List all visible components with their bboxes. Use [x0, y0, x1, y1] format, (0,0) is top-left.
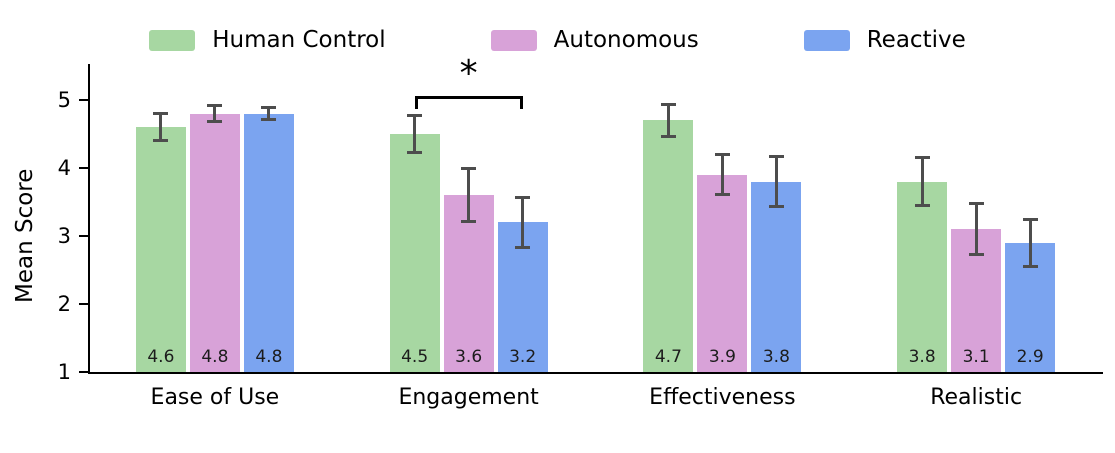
error-bar-line [267, 106, 271, 121]
legend-item-reactive: Reactive [803, 27, 966, 53]
bar-value-label: 3.1 [962, 347, 990, 367]
bar [243, 113, 294, 372]
significance-bracket-tick [414, 96, 418, 109]
x-tick-label: Effectiveness [649, 385, 796, 410]
y-tick-mark [79, 371, 88, 373]
error-bar-cap [153, 111, 169, 115]
x-axis-spine [88, 372, 1103, 374]
error-bar-line [467, 168, 471, 223]
error-bar-cap [914, 204, 930, 208]
error-bar-line [666, 104, 670, 137]
bar [897, 181, 948, 372]
bar-value-label: 4.5 [401, 347, 429, 367]
error-bar-cap [1022, 264, 1038, 268]
error-bar-cap [261, 118, 277, 122]
legend-label: Autonomous [553, 27, 699, 53]
chart-legend: Human Control Autonomous Reactive [0, 27, 1115, 53]
error-bar-cap [153, 139, 169, 143]
error-bar-cap [768, 204, 784, 208]
legend-swatch [149, 29, 196, 51]
legend-label: Human Control [212, 27, 386, 53]
error-bar-cap [407, 113, 423, 117]
y-tick-label: 2 [57, 292, 71, 316]
x-tick-label: Engagement [398, 385, 539, 410]
y-axis-spine [88, 64, 90, 374]
bar [189, 113, 240, 372]
y-axis-label: Mean Score [12, 168, 38, 304]
error-bar-cap [914, 156, 930, 160]
bar-value-label: 2.9 [1016, 347, 1044, 367]
error-bar-cap [714, 193, 730, 197]
error-bar-cap [207, 119, 223, 123]
y-tick-mark [79, 99, 88, 101]
error-bar-line [159, 112, 163, 142]
error-bar-line [720, 154, 724, 196]
significance-bracket-tick [519, 96, 523, 109]
bar [443, 195, 494, 372]
error-bar-cap [261, 105, 277, 109]
legend-swatch [490, 29, 537, 51]
error-bar-line [974, 203, 978, 256]
error-bar-cap [407, 151, 423, 155]
error-bar-cap [660, 134, 676, 138]
error-bar-cap [1022, 218, 1038, 221]
error-bar-cap [515, 195, 531, 199]
y-tick-label: 4 [57, 156, 71, 180]
error-bar-cap [968, 253, 984, 257]
bar [389, 134, 440, 372]
bar-value-label: 4.8 [201, 347, 229, 367]
bar-value-label: 4.7 [654, 347, 682, 367]
error-bar-cap [207, 104, 223, 108]
error-bar-cap [714, 153, 730, 157]
error-bar-line [413, 114, 417, 154]
error-bar-line [521, 196, 525, 249]
bar-value-label: 3.8 [762, 347, 790, 367]
y-tick-mark [79, 303, 88, 305]
error-bar-cap [461, 220, 477, 224]
bar-value-label: 4.8 [255, 347, 283, 367]
x-tick-label: Ease of Use [150, 385, 280, 410]
significance-asterisk: * [459, 53, 478, 94]
legend-item-human-control: Human Control [149, 27, 386, 53]
bar [697, 174, 748, 372]
bar-value-label: 3.9 [708, 347, 736, 367]
y-tick-label: 3 [57, 224, 71, 248]
error-bar-cap [660, 103, 676, 107]
bar [135, 127, 186, 372]
significance-bracket [414, 96, 523, 99]
bar-value-label: 3.8 [908, 347, 936, 367]
bar-value-label: 4.6 [147, 347, 175, 367]
y-tick-mark [79, 167, 88, 169]
error-bar-cap [461, 167, 477, 170]
error-bar-cap [968, 202, 984, 206]
bar [751, 181, 802, 372]
y-tick-label: 1 [57, 360, 71, 384]
bar-value-label: 3.2 [509, 347, 537, 367]
error-bar-line [1028, 219, 1032, 267]
error-bar-line [213, 105, 217, 122]
legend-swatch [803, 29, 850, 51]
x-tick-label: Realistic [930, 385, 1023, 410]
bar-value-label: 3.6 [455, 347, 483, 367]
bar [643, 120, 694, 372]
y-tick-mark [79, 235, 88, 237]
error-bar-cap [768, 155, 784, 159]
legend-label: Reactive [866, 27, 966, 53]
error-bar-line [920, 157, 924, 207]
y-tick-label: 5 [57, 88, 71, 112]
legend-item-autonomous: Autonomous [490, 27, 699, 53]
error-bar-cap [515, 246, 531, 250]
error-bar-line [774, 156, 778, 207]
